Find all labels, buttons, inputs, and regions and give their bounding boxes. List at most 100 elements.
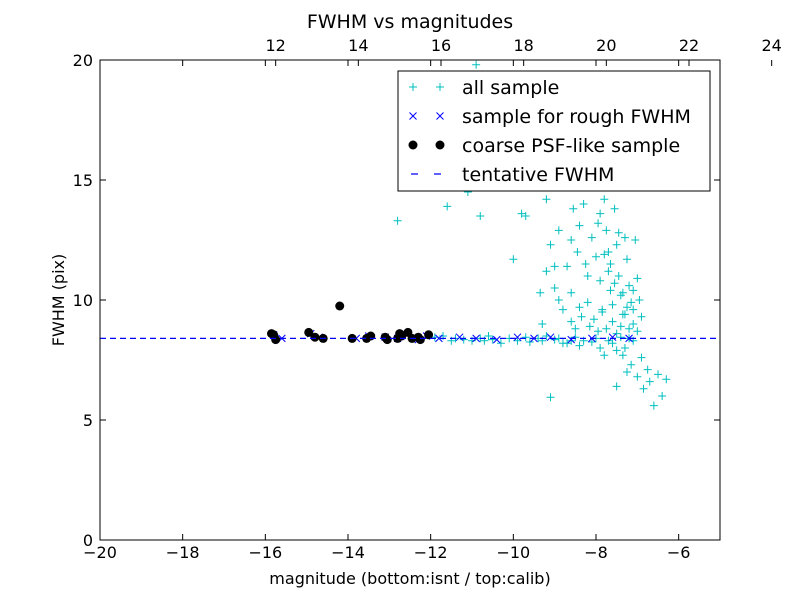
all-sample-point [627, 360, 636, 369]
all-sample-point [604, 248, 613, 256]
all-sample-point [604, 336, 613, 345]
all-sample-point [616, 333, 625, 342]
all-sample-point [614, 228, 623, 237]
all-sample-point [476, 212, 485, 220]
all-sample-point [620, 310, 629, 319]
all-sample-point [618, 351, 627, 360]
all-sample-point [484, 332, 493, 340]
all-sample-point [596, 344, 605, 352]
legend-swatch-all-sample [436, 83, 444, 91]
all-sample-point [575, 303, 584, 312]
legend-label-sample-for-rough-fwhm: sample for rough FWHM [462, 106, 691, 128]
top-tick-label: 12 [265, 36, 285, 55]
y-axis-label: FWHM (pix) [49, 254, 68, 347]
sample-for-rough-fwhm-point [567, 335, 576, 344]
all-sample-point [596, 209, 605, 218]
all-sample-point [521, 333, 530, 342]
all-sample-point [614, 272, 623, 280]
all-sample-point [596, 276, 605, 285]
data-marks [100, 60, 720, 410]
all-sample-point [573, 248, 582, 256]
all-sample-point [612, 382, 621, 391]
coarse-psf-like-sample-point [304, 327, 314, 337]
sample-for-rough-fwhm-point [492, 335, 501, 344]
top-tick-label: 20 [596, 36, 616, 55]
all-sample-point [542, 195, 551, 204]
all-sample-point [472, 60, 481, 69]
all-sample-point [629, 305, 638, 314]
all-sample-point [658, 392, 667, 400]
chart-title: FWHM vs magnitudes [307, 11, 513, 33]
all-sample-point [546, 393, 555, 402]
all-sample-point [612, 240, 621, 249]
legend-swatch-all-sample [409, 83, 417, 91]
all-sample-point [602, 226, 611, 235]
all-sample-point [604, 267, 613, 276]
all-sample-point [575, 221, 584, 230]
x-tick-label: −16 [248, 543, 282, 562]
all-sample-point [635, 296, 644, 304]
all-sample-point [654, 370, 662, 379]
all-sample-point [620, 344, 629, 352]
all-sample-point [569, 204, 578, 213]
all-sample-point [610, 279, 619, 288]
all-sample-point [587, 233, 596, 242]
legend-swatch-coarse-psf-like-sample [435, 140, 445, 150]
all-sample-point [629, 286, 638, 295]
all-sample-point [459, 335, 468, 344]
all-sample-point [606, 260, 615, 268]
all-sample-point [633, 274, 642, 283]
coarse-psf-like-sample-point [382, 335, 392, 345]
all-sample-point [612, 346, 621, 355]
all-sample-point [618, 288, 627, 297]
all-sample-point [496, 339, 505, 348]
all-sample-point [443, 202, 452, 211]
all-sample-point [550, 284, 559, 292]
all-sample-point [623, 303, 631, 312]
all-sample-point [631, 236, 640, 244]
sample-for-rough-fwhm-point [472, 334, 480, 343]
all-sample-point [521, 212, 530, 220]
all-sample-point [625, 324, 634, 333]
coarse-psf-like-sample-point [424, 330, 434, 340]
x-tick-label: −10 [496, 543, 530, 562]
all-sample-point [517, 209, 526, 218]
all-sample-point [550, 262, 559, 271]
all-sample-point [583, 272, 592, 280]
all-sample-point [525, 338, 534, 346]
all-sample-point [606, 286, 615, 295]
all-sample-point [488, 335, 497, 344]
all-sample-point [616, 322, 625, 331]
legend-label-all-sample: all sample [462, 77, 559, 99]
all-sample-point [546, 240, 555, 249]
all-sample-point [536, 288, 545, 297]
x-tick-label: −14 [331, 543, 365, 562]
axis-ticks: −20 −18 −16 −14 −12 −10 −8 −6 12 14 16 18 20 22 24 0 5 10… [73, 36, 782, 562]
sample-for-rough-fwhm-point [513, 333, 522, 342]
all-sample-point [637, 312, 646, 321]
all-sample-point [587, 338, 596, 346]
all-sample-point [627, 298, 636, 307]
all-sample-point [567, 236, 576, 244]
all-sample-point [567, 317, 576, 326]
legend-swatch-sample-for-rough-fwhm [409, 112, 417, 120]
y-tick-label: 15 [73, 171, 93, 190]
all-sample-point [637, 353, 646, 362]
all-sample-point [558, 305, 567, 314]
sample-for-rough-fwhm-point [625, 334, 633, 343]
all-sample-point [602, 324, 611, 333]
all-sample-point [608, 339, 617, 348]
top-tick-label: 14 [348, 36, 368, 55]
plot-frame [99, 59, 721, 541]
legend-label-coarse-psf-like-sample: coarse PSF-like sample [462, 135, 680, 157]
coarse-psf-like-sample-point [310, 332, 320, 342]
all-sample-point [600, 250, 609, 259]
all-sample-point [623, 368, 631, 376]
all-sample-point [620, 233, 629, 242]
all-sample-point [594, 327, 603, 336]
all-sample-point [567, 288, 576, 297]
all-sample-point [612, 329, 621, 338]
x-tick-label: −8 [584, 543, 608, 562]
top-tick-label: 18 [513, 36, 533, 55]
